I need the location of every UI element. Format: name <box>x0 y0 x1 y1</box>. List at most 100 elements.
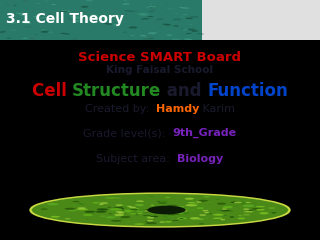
Ellipse shape <box>205 212 209 213</box>
Ellipse shape <box>173 208 182 210</box>
Ellipse shape <box>81 6 89 8</box>
Ellipse shape <box>41 31 49 33</box>
Ellipse shape <box>179 218 184 219</box>
Ellipse shape <box>150 6 158 8</box>
Ellipse shape <box>188 209 197 211</box>
Ellipse shape <box>199 217 210 219</box>
Ellipse shape <box>157 201 160 202</box>
Ellipse shape <box>96 211 106 213</box>
Ellipse shape <box>188 202 196 204</box>
Ellipse shape <box>136 201 144 202</box>
Ellipse shape <box>156 209 164 210</box>
Ellipse shape <box>76 204 85 205</box>
Ellipse shape <box>114 17 120 18</box>
Ellipse shape <box>158 202 167 204</box>
Ellipse shape <box>146 35 153 37</box>
Ellipse shape <box>198 202 202 203</box>
Ellipse shape <box>13 5 17 6</box>
Ellipse shape <box>150 9 156 10</box>
Ellipse shape <box>142 38 151 40</box>
Ellipse shape <box>244 211 254 212</box>
Ellipse shape <box>135 214 139 215</box>
Ellipse shape <box>116 205 123 206</box>
Ellipse shape <box>24 26 31 28</box>
Ellipse shape <box>149 196 154 197</box>
Ellipse shape <box>144 210 152 211</box>
Text: Cell: Cell <box>32 83 72 100</box>
Ellipse shape <box>145 7 150 8</box>
Ellipse shape <box>5 4 10 6</box>
Ellipse shape <box>134 223 144 225</box>
Ellipse shape <box>150 216 158 217</box>
Ellipse shape <box>179 212 189 214</box>
Ellipse shape <box>108 213 112 214</box>
Ellipse shape <box>113 207 124 210</box>
Ellipse shape <box>159 210 167 212</box>
Ellipse shape <box>156 210 164 211</box>
Ellipse shape <box>216 203 223 204</box>
Ellipse shape <box>165 24 170 25</box>
Ellipse shape <box>206 201 211 202</box>
Ellipse shape <box>166 34 172 36</box>
Ellipse shape <box>256 209 265 211</box>
Ellipse shape <box>124 10 136 12</box>
Ellipse shape <box>22 38 28 39</box>
Ellipse shape <box>104 23 113 25</box>
Ellipse shape <box>110 208 122 211</box>
Ellipse shape <box>206 213 212 214</box>
Text: Grade level(s):: Grade level(s): <box>83 128 172 138</box>
Ellipse shape <box>178 209 181 210</box>
Ellipse shape <box>173 25 179 27</box>
Ellipse shape <box>111 220 122 222</box>
Ellipse shape <box>186 204 197 206</box>
Ellipse shape <box>168 8 172 9</box>
Ellipse shape <box>149 211 156 213</box>
Ellipse shape <box>32 194 288 226</box>
Ellipse shape <box>106 216 115 218</box>
Ellipse shape <box>70 16 79 18</box>
Ellipse shape <box>145 210 151 211</box>
Ellipse shape <box>204 212 210 214</box>
Ellipse shape <box>59 11 68 12</box>
Ellipse shape <box>6 37 12 39</box>
Ellipse shape <box>158 209 166 211</box>
Ellipse shape <box>186 33 192 34</box>
Ellipse shape <box>168 207 176 209</box>
Ellipse shape <box>174 214 179 215</box>
Ellipse shape <box>185 220 194 222</box>
Ellipse shape <box>78 203 82 204</box>
Ellipse shape <box>222 209 227 210</box>
Ellipse shape <box>141 18 149 20</box>
Ellipse shape <box>127 212 130 213</box>
Ellipse shape <box>139 210 143 211</box>
Ellipse shape <box>155 210 162 211</box>
Ellipse shape <box>107 211 116 213</box>
Ellipse shape <box>37 16 43 18</box>
Ellipse shape <box>51 4 56 5</box>
Ellipse shape <box>138 213 142 214</box>
Ellipse shape <box>184 39 192 40</box>
Ellipse shape <box>39 37 43 38</box>
Ellipse shape <box>182 29 187 30</box>
Ellipse shape <box>161 211 165 212</box>
Ellipse shape <box>136 210 147 212</box>
Ellipse shape <box>80 17 84 18</box>
Text: 9th_Grade: 9th_Grade <box>172 128 237 138</box>
Ellipse shape <box>90 215 93 216</box>
Ellipse shape <box>175 13 178 14</box>
Ellipse shape <box>137 199 142 200</box>
Ellipse shape <box>161 208 167 210</box>
Ellipse shape <box>156 18 164 20</box>
Ellipse shape <box>172 213 179 215</box>
Ellipse shape <box>22 0 28 2</box>
Ellipse shape <box>71 204 82 206</box>
Ellipse shape <box>65 218 71 219</box>
Ellipse shape <box>51 216 60 218</box>
Ellipse shape <box>120 204 129 207</box>
Ellipse shape <box>120 206 123 207</box>
Ellipse shape <box>136 201 142 203</box>
Ellipse shape <box>101 203 106 204</box>
Ellipse shape <box>10 22 18 24</box>
Ellipse shape <box>268 208 275 209</box>
Ellipse shape <box>130 213 136 215</box>
